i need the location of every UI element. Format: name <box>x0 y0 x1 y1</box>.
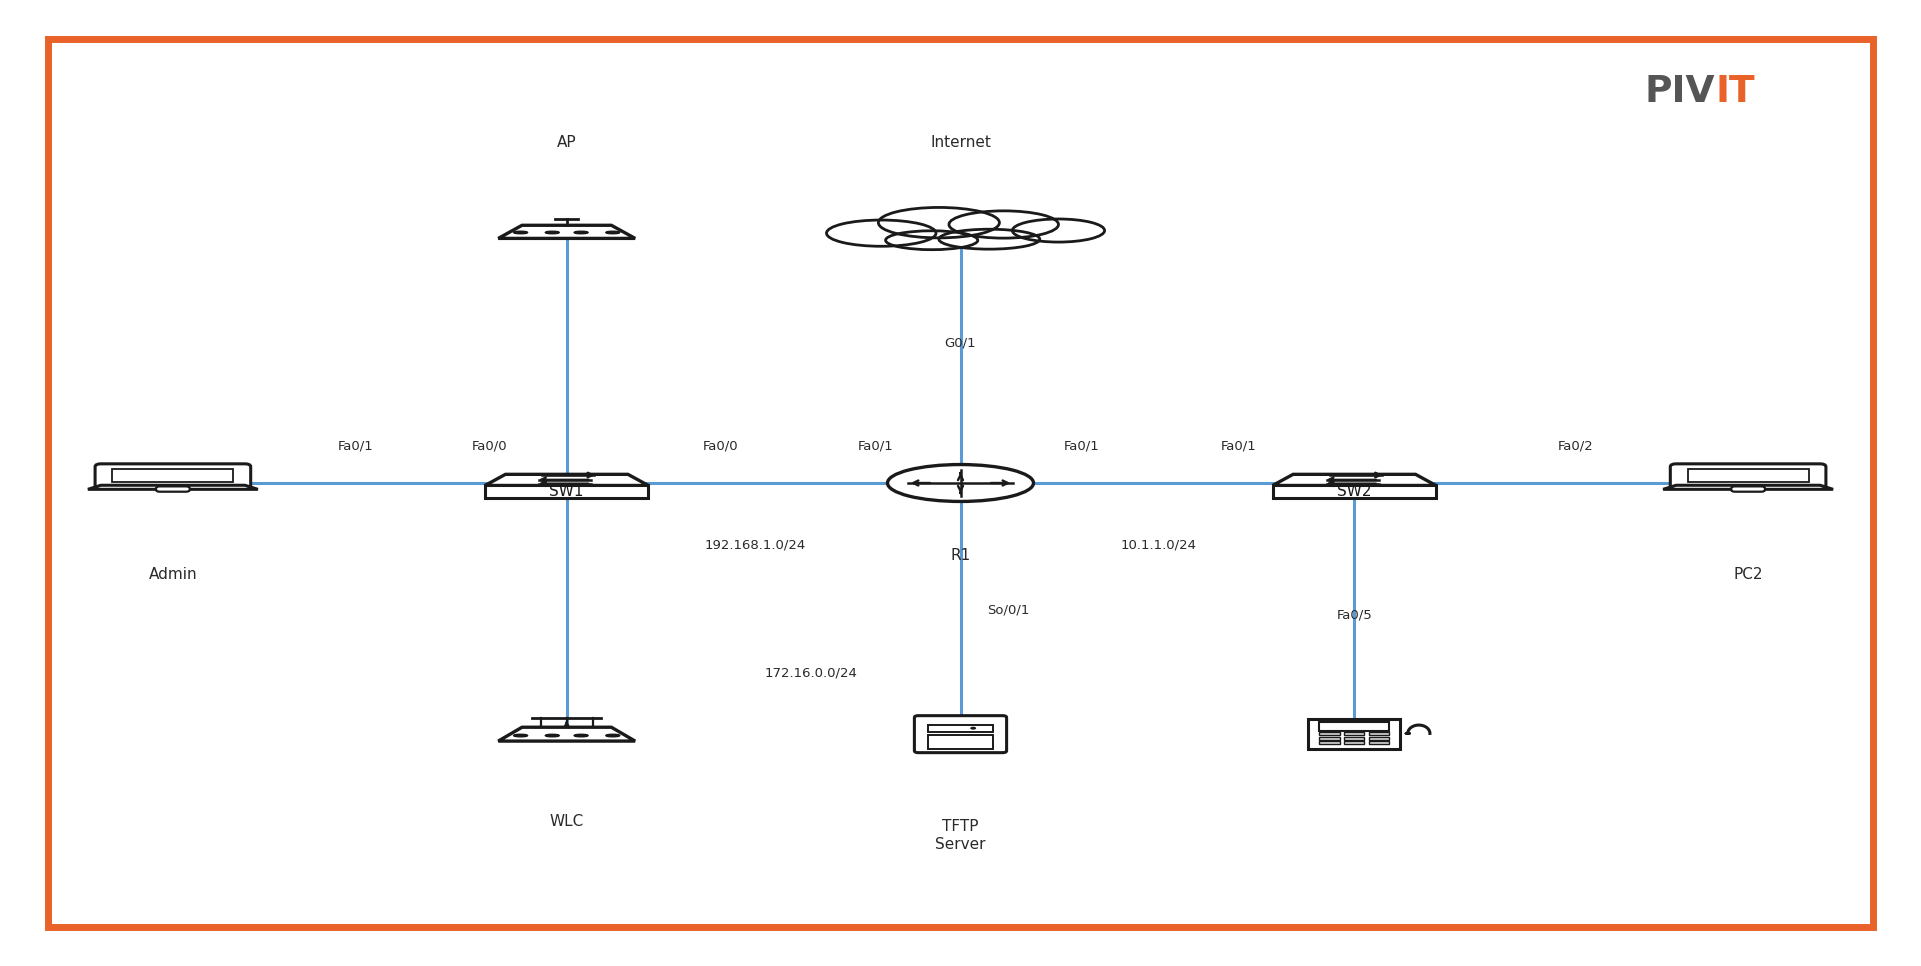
Text: Fa0/0: Fa0/0 <box>703 440 738 452</box>
Polygon shape <box>498 727 636 741</box>
Polygon shape <box>484 474 647 486</box>
Text: 172.16.0.0/24: 172.16.0.0/24 <box>765 667 857 679</box>
Text: SW1: SW1 <box>549 484 584 499</box>
Circle shape <box>970 726 976 729</box>
Ellipse shape <box>515 232 526 234</box>
Ellipse shape <box>574 734 588 736</box>
Text: WLC: WLC <box>549 813 584 829</box>
Circle shape <box>1404 732 1412 735</box>
Text: AP: AP <box>557 135 576 151</box>
FancyBboxPatch shape <box>1671 464 1825 488</box>
Bar <box>1320 737 1339 740</box>
Text: PC2: PC2 <box>1733 567 1763 582</box>
Bar <box>1345 732 1364 735</box>
Text: Fa0/1: Fa0/1 <box>1222 440 1256 452</box>
Ellipse shape <box>949 211 1058 239</box>
Polygon shape <box>498 225 636 239</box>
Circle shape <box>1404 732 1412 735</box>
Polygon shape <box>1272 474 1435 486</box>
Bar <box>1370 732 1389 735</box>
Bar <box>484 486 649 497</box>
Bar <box>928 735 993 749</box>
Text: Fa0/1: Fa0/1 <box>338 440 373 452</box>
Ellipse shape <box>878 208 999 238</box>
Ellipse shape <box>886 231 978 249</box>
Ellipse shape <box>515 734 526 736</box>
Ellipse shape <box>939 229 1039 249</box>
Ellipse shape <box>546 734 559 736</box>
FancyBboxPatch shape <box>1731 487 1765 492</box>
Bar <box>1345 741 1364 744</box>
Text: Fa0/1: Fa0/1 <box>859 440 893 452</box>
Text: R1: R1 <box>951 548 970 563</box>
Bar <box>1689 469 1810 482</box>
Text: 192.168.1.0/24: 192.168.1.0/24 <box>705 538 805 551</box>
Bar <box>928 724 993 731</box>
FancyBboxPatch shape <box>156 487 190 492</box>
Polygon shape <box>1664 485 1833 490</box>
Ellipse shape <box>607 734 619 736</box>
Text: Internet: Internet <box>930 135 991 151</box>
Text: So/0/1: So/0/1 <box>987 604 1030 616</box>
Ellipse shape <box>826 220 936 246</box>
Text: 10.1.1.0/24: 10.1.1.0/24 <box>1120 538 1197 551</box>
Bar <box>1320 741 1339 744</box>
Text: G0/1: G0/1 <box>945 337 976 350</box>
Bar <box>111 469 234 482</box>
Polygon shape <box>88 485 257 490</box>
Bar <box>1370 741 1389 744</box>
Text: Fa0/5: Fa0/5 <box>1337 609 1372 621</box>
Bar <box>1345 737 1364 740</box>
Ellipse shape <box>888 465 1033 501</box>
Bar <box>1272 486 1435 497</box>
Bar <box>1320 722 1389 730</box>
Text: Fa0/2: Fa0/2 <box>1558 440 1593 452</box>
Bar <box>1320 732 1339 735</box>
Ellipse shape <box>607 232 619 234</box>
Text: SW2: SW2 <box>1337 484 1372 499</box>
Text: Fa0/1: Fa0/1 <box>1064 440 1099 452</box>
Bar <box>1370 737 1389 740</box>
FancyBboxPatch shape <box>94 464 250 488</box>
Ellipse shape <box>1012 219 1105 242</box>
Text: Fa0/0: Fa0/0 <box>473 440 507 452</box>
Bar <box>1308 719 1400 750</box>
Text: TFTP
Server: TFTP Server <box>936 819 985 852</box>
Ellipse shape <box>546 232 559 234</box>
Text: Admin: Admin <box>148 567 198 582</box>
FancyBboxPatch shape <box>914 716 1007 753</box>
Text: PIV: PIV <box>1644 73 1715 110</box>
Text: IT: IT <box>1715 73 1756 110</box>
Ellipse shape <box>574 232 588 234</box>
